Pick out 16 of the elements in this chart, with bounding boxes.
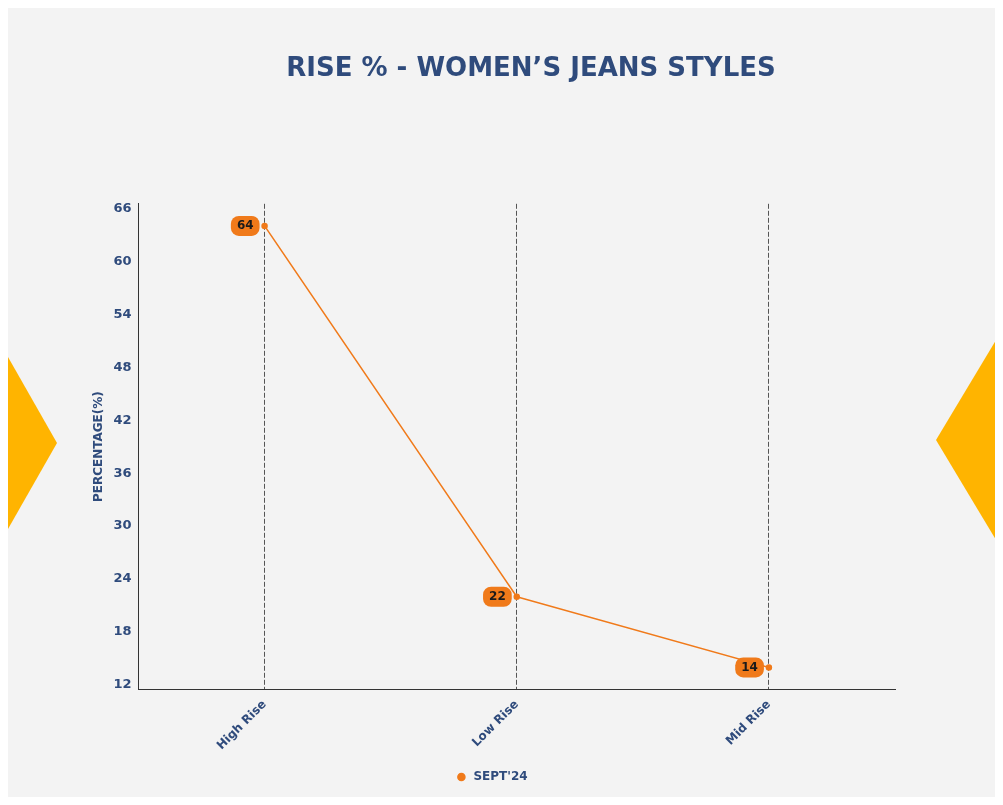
y-axis-title: PERCENTAGE(%) — [91, 391, 106, 503]
y-tick-label: 60 — [113, 252, 132, 268]
chart-title: RISE % - WOMEN’S JEANS STYLES — [285, 52, 777, 82]
y-tick-label: 12 — [113, 676, 132, 692]
y-tick-label: 30 — [113, 517, 132, 533]
y-tick-label: 42 — [113, 411, 132, 427]
data-label: 64 — [236, 218, 254, 232]
y-tick-label: 18 — [113, 623, 132, 639]
legend-label: SEPT'24 — [473, 769, 528, 784]
data-label: 22 — [489, 588, 506, 603]
y-tick-label: 54 — [113, 305, 132, 321]
data-label: 14 — [741, 659, 758, 674]
y-tick-label: 66 — [113, 199, 132, 215]
y-tick-label: 24 — [113, 570, 132, 586]
y-tick-label: 36 — [113, 464, 132, 480]
y-tick-label: 48 — [113, 358, 132, 374]
